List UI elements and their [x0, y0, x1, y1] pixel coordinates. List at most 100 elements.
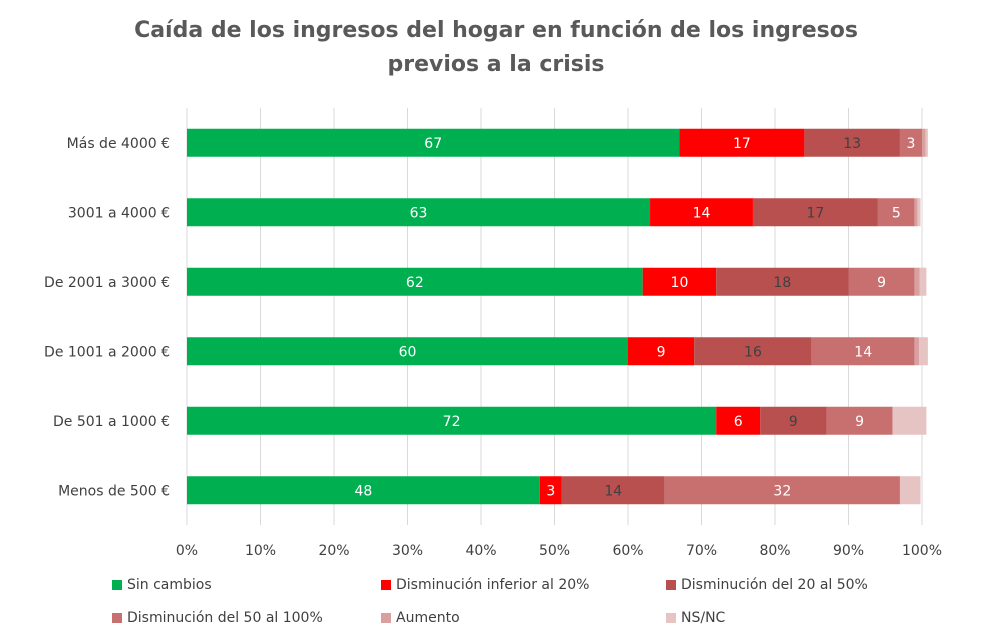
bar-segment: [914, 337, 920, 366]
legend-label: NS/NC: [681, 610, 726, 626]
bar-segment: [642, 267, 717, 296]
data-label: 16: [744, 344, 762, 360]
category-label: Menos de 500 €: [58, 483, 170, 499]
data-label: 17: [807, 205, 825, 221]
legend-swatch: [666, 613, 676, 623]
bar-segment: [899, 128, 922, 157]
legend-label: Sin cambios: [127, 577, 212, 593]
legend-label: Aumento: [396, 610, 460, 626]
data-label: 14: [604, 483, 622, 499]
bar-segment: [187, 337, 628, 366]
legend-label: Disminución inferior al 20%: [396, 577, 590, 593]
x-tick-label: 0%: [176, 543, 198, 559]
data-label: 3: [546, 483, 555, 499]
bar-segment: [187, 406, 717, 435]
x-tick-label: 60%: [612, 543, 643, 559]
x-tick-label: 90%: [833, 543, 864, 559]
bar-segment: [925, 128, 928, 157]
bars: [187, 128, 928, 505]
bar-segment: [760, 406, 827, 435]
bar-segment: [811, 337, 915, 366]
data-label: 18: [773, 275, 791, 291]
legend-item: Disminución del 20 al 50%: [666, 577, 868, 593]
data-label: 13: [843, 136, 861, 152]
data-label: 14: [693, 205, 711, 221]
x-tick-label: 30%: [392, 543, 423, 559]
legend-label: Disminución del 50 al 100%: [127, 610, 323, 626]
data-label: 62: [406, 275, 424, 291]
chart-title-line-1: Caída de los ingresos del hogar en funci…: [134, 18, 858, 43]
grid-lines: [186, 108, 923, 525]
bar-segment: [919, 267, 927, 296]
data-label: 3: [907, 136, 916, 152]
x-tick-label: 40%: [465, 543, 496, 559]
category-label: De 2001 a 3000 €: [44, 275, 170, 291]
legend-swatch: [381, 580, 391, 590]
legend-swatch: [381, 613, 391, 623]
bar-segment: [628, 337, 695, 366]
bar-segment: [716, 267, 849, 296]
x-tick-label: 50%: [539, 543, 570, 559]
legend-item: NS/NC: [666, 610, 725, 626]
bar-segment: [716, 406, 761, 435]
bar-segment: [187, 128, 680, 157]
chart-title: Caída de los ingresos del hogar en funci…: [0, 14, 992, 82]
data-label: 9: [657, 344, 666, 360]
data-label: 9: [855, 414, 864, 430]
category-label: De 501 a 1000 €: [53, 414, 170, 430]
bar-segment: [187, 267, 643, 296]
data-label: 9: [789, 414, 798, 430]
bar-segment: [922, 128, 926, 157]
bar-segment: [892, 406, 927, 435]
category-label: 3001 a 4000 €: [68, 205, 170, 221]
legend-item: Aumento: [381, 610, 460, 626]
bar-segment: [826, 406, 893, 435]
legend-swatch: [112, 613, 122, 623]
legend-item: Disminución del 50 al 100%: [112, 610, 323, 626]
legend-label: Disminución del 20 al 50%: [681, 577, 868, 593]
bar-segment: [187, 198, 651, 227]
bar-segment: [679, 128, 805, 157]
category-label: Más de 4000 €: [67, 136, 170, 152]
legend-swatch: [666, 580, 676, 590]
x-tick-label: 80%: [759, 543, 790, 559]
bar-segment: [917, 198, 921, 227]
x-tick-label: 100%: [902, 543, 942, 559]
bar-segment: [539, 476, 562, 505]
bar-segment: [187, 476, 540, 505]
bar-segment: [914, 267, 920, 296]
x-tick-label: 10%: [245, 543, 276, 559]
legend-item: Sin cambios: [112, 577, 212, 593]
legend-swatch: [112, 580, 122, 590]
category-label: De 1001 a 2000 €: [44, 344, 170, 360]
bar-segment: [848, 267, 915, 296]
bar-segment: [752, 198, 878, 227]
data-label: 6: [734, 414, 743, 430]
data-label: 60: [399, 344, 417, 360]
legend-item: Disminución inferior al 20%: [381, 577, 589, 593]
bar-segment: [694, 337, 812, 366]
bar-segment: [561, 476, 665, 505]
x-tick-label: 20%: [318, 543, 349, 559]
data-label: 5: [892, 205, 901, 221]
chart-title-line-2: previos a la crisis: [387, 52, 605, 77]
data-label: 67: [424, 136, 442, 152]
bar-segment: [914, 198, 918, 227]
bar-segment: [877, 198, 915, 227]
axes: 0% 10% 20% 30% 40% 50% 60% 70% 80% 90% 100% Más de …: [44, 136, 942, 559]
data-label: 72: [443, 414, 461, 430]
bar-segment: [664, 476, 900, 505]
bar-segment: [899, 476, 921, 505]
data-label: 63: [410, 205, 428, 221]
bar-segment: [919, 337, 928, 366]
bar-segment: [650, 198, 753, 227]
data-labels: 67 17 13 3 63 14 17 5 62 10 18 9 60 9 16 14 72 6 9 9 48 3 14 32: [354, 136, 915, 500]
data-label: 17: [733, 136, 751, 152]
data-label: 10: [671, 275, 689, 291]
data-label: 9: [877, 275, 886, 291]
x-tick-label: 70%: [686, 543, 717, 559]
data-label: 48: [354, 483, 372, 499]
data-label: 32: [773, 483, 791, 499]
